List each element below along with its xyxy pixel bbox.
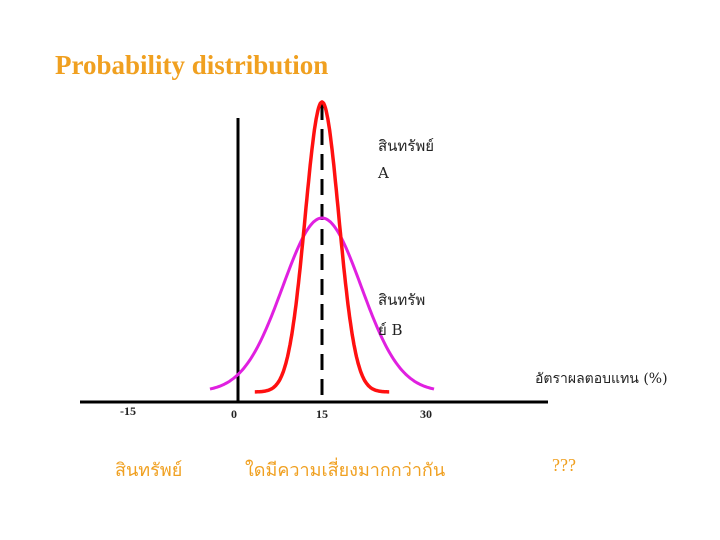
x-tick-label: 15	[316, 407, 328, 421]
asset-a-label-line2: A	[378, 164, 389, 182]
asset-b-curve	[209, 216, 435, 391]
bottom-question-part2: ใดมีความเสี่ยงมากกว่ากัน	[245, 460, 446, 481]
asset-a-label-line1: สินทรัพย์	[378, 137, 435, 155]
x-axis-label: อัตราผลตอบแทน (%)	[535, 371, 668, 387]
asset-a-curve	[254, 100, 390, 394]
x-tick-label: 30	[420, 407, 432, 421]
x-tick-label: -15	[120, 404, 136, 418]
asset-b-label-line1: สินทรัพ	[378, 291, 426, 309]
asset-b-label-line2: ย์ B	[378, 321, 403, 339]
bottom-question-part1: สินทรัพย์	[115, 460, 183, 481]
bottom-question-marks: ???	[552, 455, 576, 475]
x-tick-label: 0	[231, 407, 237, 421]
chart-title: Probability distribution	[55, 50, 329, 80]
